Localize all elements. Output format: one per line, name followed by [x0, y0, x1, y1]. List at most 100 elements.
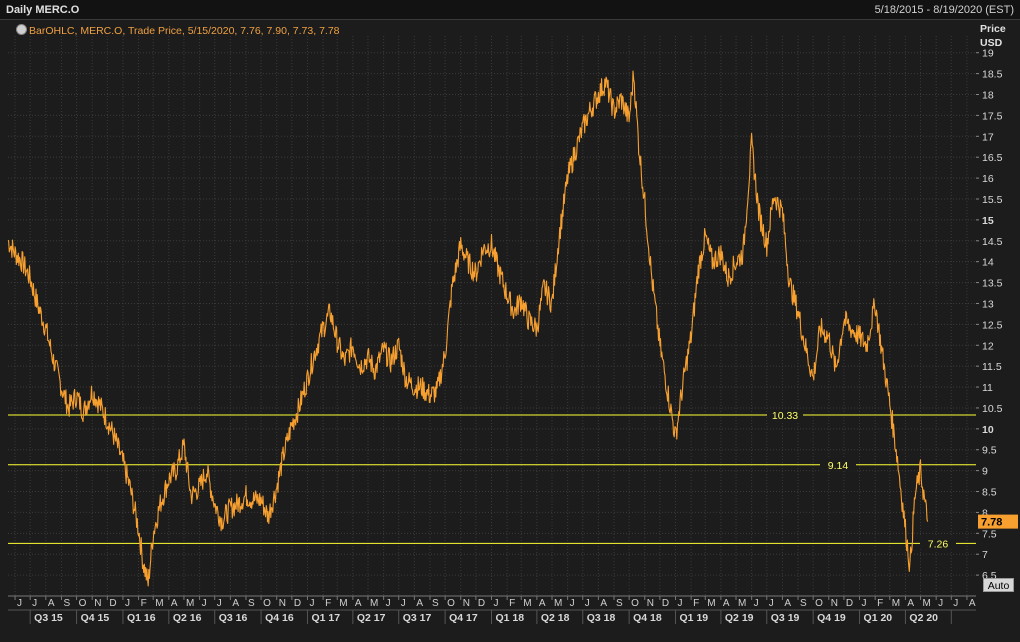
x-quarter-label: Q1 18 [495, 612, 524, 624]
x-month-label: J [678, 598, 683, 609]
y-tick-label: 11 [982, 382, 993, 394]
x-month-label: J [862, 598, 867, 609]
x-month-label: J [125, 598, 130, 609]
x-month-label: A [232, 598, 239, 609]
x-month-label: F [877, 598, 883, 609]
y-tick-label: 7.5 [982, 528, 997, 540]
x-month-label: O [631, 598, 639, 609]
x-quarter-label: Q3 19 [771, 612, 800, 624]
legend-text: BarOHLC, MERC.O, Trade Price, 5/15/2020,… [29, 25, 340, 37]
y-tick-label: 17.5 [982, 110, 1003, 122]
series-line-merc[interactable] [7, 70, 929, 587]
x-month-label: F [141, 598, 147, 609]
x-quarter-label: Q4 18 [633, 612, 662, 624]
y-tick-label: 9 [982, 466, 988, 478]
x-month-label: D [294, 598, 301, 609]
y-tick-label: 7 [982, 549, 988, 561]
x-month-label: J [217, 598, 222, 609]
x-month-label: J [754, 598, 759, 609]
x-month-label: O [79, 598, 87, 609]
x-quarter-label: Q2 17 [357, 612, 386, 624]
y-tick-label: 14.5 [982, 236, 1003, 248]
y-tick-label: 8.5 [982, 487, 997, 499]
y-tick-label: 14 [982, 257, 994, 269]
level-label: 9.14 [828, 460, 849, 472]
last-price-badge: 7.78 [978, 514, 1018, 529]
x-month-label: O [447, 598, 455, 609]
x-month-label: F [509, 598, 515, 609]
last-price-badge-bg [978, 514, 1018, 529]
price-axis-label-line2: USD [980, 37, 1003, 49]
x-quarter-label: Q3 15 [34, 612, 63, 624]
x-month-label: A [600, 598, 607, 609]
series-group [7, 70, 929, 587]
x-month-label: A [784, 598, 791, 609]
x-quarter-label: Q4 16 [265, 612, 294, 624]
x-month-label: M [892, 598, 900, 609]
auto-scale-button[interactable]: Auto [983, 578, 1014, 592]
y-tick-label: 15.5 [982, 194, 1003, 206]
y-tick-label: 9.5 [982, 445, 997, 457]
x-month-label: A [355, 598, 362, 609]
x-month-label: M [155, 598, 163, 609]
x-month-label: A [723, 598, 730, 609]
x-month-label: N [831, 598, 838, 609]
x-month-label: M [923, 598, 931, 609]
y-tick-label: 18 [982, 90, 994, 102]
x-month-label: N [463, 598, 470, 609]
y-tick-label: 10 [982, 424, 994, 436]
y-tick-label: 13.5 [982, 278, 1003, 290]
x-month-label: N [94, 598, 101, 609]
chart-title: Daily MERC.O [6, 4, 80, 16]
plot-area[interactable] [8, 36, 976, 596]
x-month-label: S [432, 598, 439, 609]
x-quarter-label: Q2 16 [173, 612, 202, 624]
x-month-label: N [647, 598, 654, 609]
x-month-label: J [309, 598, 314, 609]
x-month-label: O [815, 598, 823, 609]
level-label: 10.33 [772, 410, 798, 422]
x-month-label: S [248, 598, 255, 609]
x-month-label: D [109, 598, 116, 609]
x-month-label: M [523, 598, 531, 609]
x-month-label: M [339, 598, 347, 609]
level-label-bg [767, 409, 803, 422]
x-month-label: S [800, 598, 807, 609]
y-tick-label: 16 [982, 173, 994, 185]
x-quarter-label: Q1 17 [311, 612, 340, 624]
x-month-label: M [738, 598, 746, 609]
x-month-label: J [570, 598, 575, 609]
price-axis-label: Price USD [980, 22, 1006, 50]
level-label-bg [920, 537, 956, 550]
x-quarter-label: Q4 15 [81, 612, 110, 624]
price-axis-label-line1: Price [980, 23, 1006, 35]
date-range: 5/18/2015 - 8/19/2020 (EST) [874, 4, 1014, 16]
x-month-label: A [171, 598, 178, 609]
x-month-label: M [554, 598, 562, 609]
x-quarter-label: Q3 18 [587, 612, 616, 624]
y-tick-label: 10.5 [982, 403, 1003, 415]
x-month-label: J [953, 598, 958, 609]
x-quarter-label: Q4 19 [817, 612, 846, 624]
title-bar: Daily MERC.O 5/18/2015 - 8/19/2020 (EST) [0, 0, 1020, 20]
x-month-label: D [662, 598, 669, 609]
x-month-label: N [279, 598, 286, 609]
x-quarter-label: Q1 19 [680, 612, 709, 624]
x-month-label: J [32, 598, 37, 609]
x-month-label: A [969, 598, 976, 609]
x-month-label: A [416, 598, 423, 609]
level-label-bg [820, 458, 856, 471]
x-quarter-label: Q2 19 [725, 612, 754, 624]
y-tick-label: 18.5 [982, 69, 1003, 81]
y-tick-label: 8 [982, 507, 988, 519]
x-month-label: O [263, 598, 271, 609]
y-tick-label: 15 [982, 215, 994, 227]
clock-icon[interactable] [16, 24, 27, 35]
y-tick-label: 12 [982, 340, 994, 352]
x-month-label: J [585, 598, 590, 609]
x-quarter-label: Q3 17 [403, 612, 432, 624]
legend[interactable]: BarOHLC, MERC.O, Trade Price, 5/15/2020,… [16, 24, 340, 37]
x-month-label: J [386, 598, 391, 609]
